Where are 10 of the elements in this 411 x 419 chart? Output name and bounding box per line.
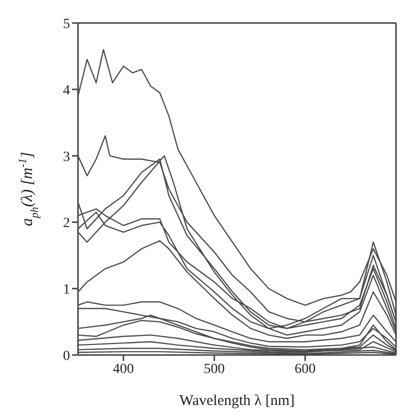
y-tick-label: 3 bbox=[63, 150, 70, 165]
y-tick-label: 2 bbox=[63, 216, 70, 232]
x-axis-title: Wavelength λ [nm] bbox=[179, 393, 295, 409]
y-tick-label: 4 bbox=[63, 83, 70, 98]
y-tick-label: 5 bbox=[63, 16, 70, 32]
x-tick-label: 500 bbox=[204, 362, 225, 377]
y-tick-label: 1 bbox=[63, 282, 70, 298]
x-tick-label: 400 bbox=[112, 362, 134, 377]
x-tick-label: 600 bbox=[294, 362, 316, 377]
y-tick-label: 0 bbox=[63, 348, 70, 364]
